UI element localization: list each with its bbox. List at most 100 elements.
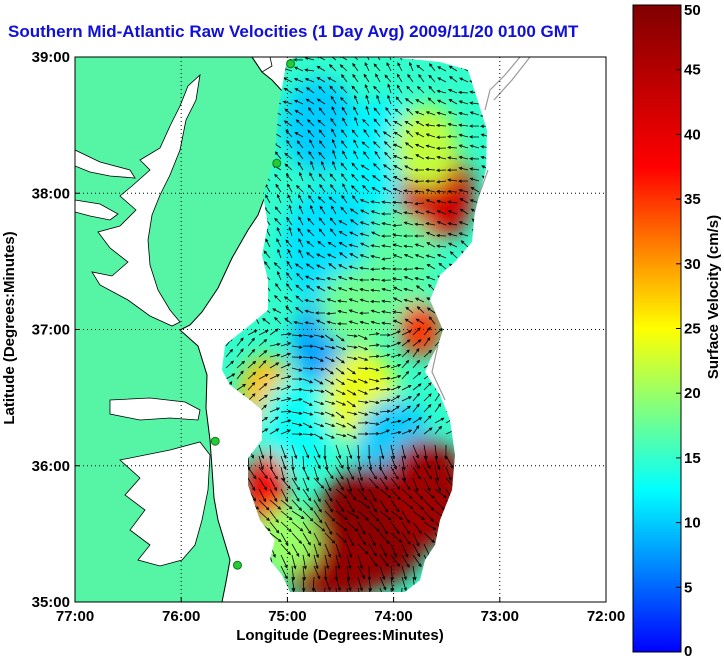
velocity-arrow: [302, 422, 313, 429]
velocity-arrow: [313, 488, 321, 503]
velocity-arrow: [349, 208, 359, 215]
velocity-arrow: [409, 61, 414, 72]
velocity-arrow: [302, 334, 314, 338]
velocity-arrow: [269, 407, 281, 413]
velocity-arrow: [346, 543, 353, 559]
velocity-arrow: [436, 89, 447, 94]
velocity-arrow: [337, 299, 348, 303]
velocity-arrow: [357, 576, 363, 592]
velocity-arrow: [291, 466, 297, 482]
land-layer: [75, 57, 289, 602]
velocity-arrow: [280, 352, 292, 358]
velocity-arrow: [390, 466, 399, 480]
velocity-arrow: [436, 244, 447, 248]
velocity-arrow: [381, 266, 392, 271]
velocity-arrow: [326, 277, 337, 281]
velocity-arrow: [393, 120, 403, 127]
velocity-arrow: [338, 220, 348, 226]
velocity-arrow: [247, 329, 258, 336]
velocity-arrow: [280, 455, 287, 471]
velocity-arrow: [335, 378, 346, 386]
velocity-arrow: [304, 299, 315, 303]
velocity-arrow: [346, 345, 358, 349]
velocity-arrow: [364, 57, 370, 61]
velocity-arrow: [326, 298, 337, 303]
velocity-arrow: [379, 387, 391, 392]
y-tick-label: 37:00: [32, 322, 70, 339]
velocity-arrow: [291, 345, 303, 349]
velocity-arrow: [390, 419, 402, 424]
velocity-arrow: [374, 129, 381, 138]
velocity-arrow: [460, 240, 469, 248]
velocity-arrow: [368, 367, 380, 372]
velocity-arrow: [321, 160, 326, 171]
velocity-arrow: [280, 363, 292, 369]
velocity-arrow: [368, 343, 380, 347]
velocity-arrow: [308, 150, 315, 160]
velocity-arrow: [392, 188, 403, 193]
velocity-arrow: [305, 98, 315, 105]
velocity-arrow: [447, 168, 458, 172]
velocity-arrow: [297, 161, 304, 171]
colorbar-tick-label: 15: [684, 450, 701, 467]
velocity-arrow: [423, 532, 436, 544]
velocity-arrow: [414, 234, 424, 238]
velocity-arrow: [401, 429, 413, 435]
velocity-arrow: [412, 444, 419, 459]
velocity-arrow: [263, 250, 271, 259]
velocity-arrow: [379, 521, 388, 535]
velocity-arrow: [302, 554, 307, 570]
velocity-arrow: [310, 160, 315, 171]
velocity-arrow: [313, 532, 321, 547]
velocity-arrow: [379, 429, 391, 435]
velocity-arrow: [379, 444, 385, 460]
velocity-arrow: [304, 321, 315, 325]
velocity-arrow: [331, 205, 337, 215]
velocity-arrow: [374, 57, 381, 61]
velocity-arrow: [324, 400, 336, 405]
velocity-arrow: [341, 106, 348, 116]
colorbar-tick-label: 5: [684, 579, 692, 596]
velocity-arrow: [368, 587, 373, 592]
velocity-arrow: [379, 554, 389, 568]
velocity-arrow: [447, 189, 458, 194]
velocity-arrow: [353, 139, 359, 149]
velocity-arrow: [396, 84, 403, 94]
velocity-arrow: [258, 499, 270, 511]
velocity-arrow: [335, 576, 341, 592]
velocity-arrow: [335, 356, 345, 364]
velocity-arrow: [247, 348, 256, 358]
velocity-arrow: [425, 133, 436, 138]
velocity-arrow: [280, 510, 293, 521]
velocity-arrow: [390, 587, 394, 592]
velocity-arrow: [351, 173, 359, 182]
velocity-arrow: [359, 199, 370, 204]
velocity-arrow: [425, 123, 436, 127]
velocity-arrow: [379, 344, 391, 348]
velocity-arrow: [357, 411, 369, 416]
velocity-arrow: [337, 276, 348, 281]
velocity-arrow: [401, 466, 407, 482]
velocity-arrow: [335, 345, 347, 351]
velocity-arrow: [329, 217, 337, 226]
velocity-arrow: [381, 200, 392, 204]
x-axis-ticks: 77:00 76:00 75:00 74:00 73:00 72:00: [56, 597, 625, 625]
velocity-arrow: [291, 377, 303, 381]
velocity-arrow: [324, 356, 335, 362]
velocity-arrow: [247, 466, 257, 480]
velocity-arrow: [313, 422, 325, 428]
velocity-arrow: [331, 106, 337, 116]
velocity-arrow: [324, 532, 336, 544]
velocity-arrow: [368, 576, 373, 592]
velocity-arrow: [368, 354, 380, 358]
velocity-arrow: [414, 210, 425, 215]
velocity-arrow: [280, 521, 292, 533]
velocity-arrow: [291, 510, 305, 520]
velocity-arrow: [392, 243, 403, 248]
velocity-arrow: [379, 576, 387, 591]
velocity-arrow: [275, 283, 282, 292]
velocity-arrow: [423, 521, 437, 531]
velocity-arrow: [302, 477, 309, 492]
velocity-arrow: [329, 85, 337, 94]
velocity-arrow: [370, 267, 381, 271]
